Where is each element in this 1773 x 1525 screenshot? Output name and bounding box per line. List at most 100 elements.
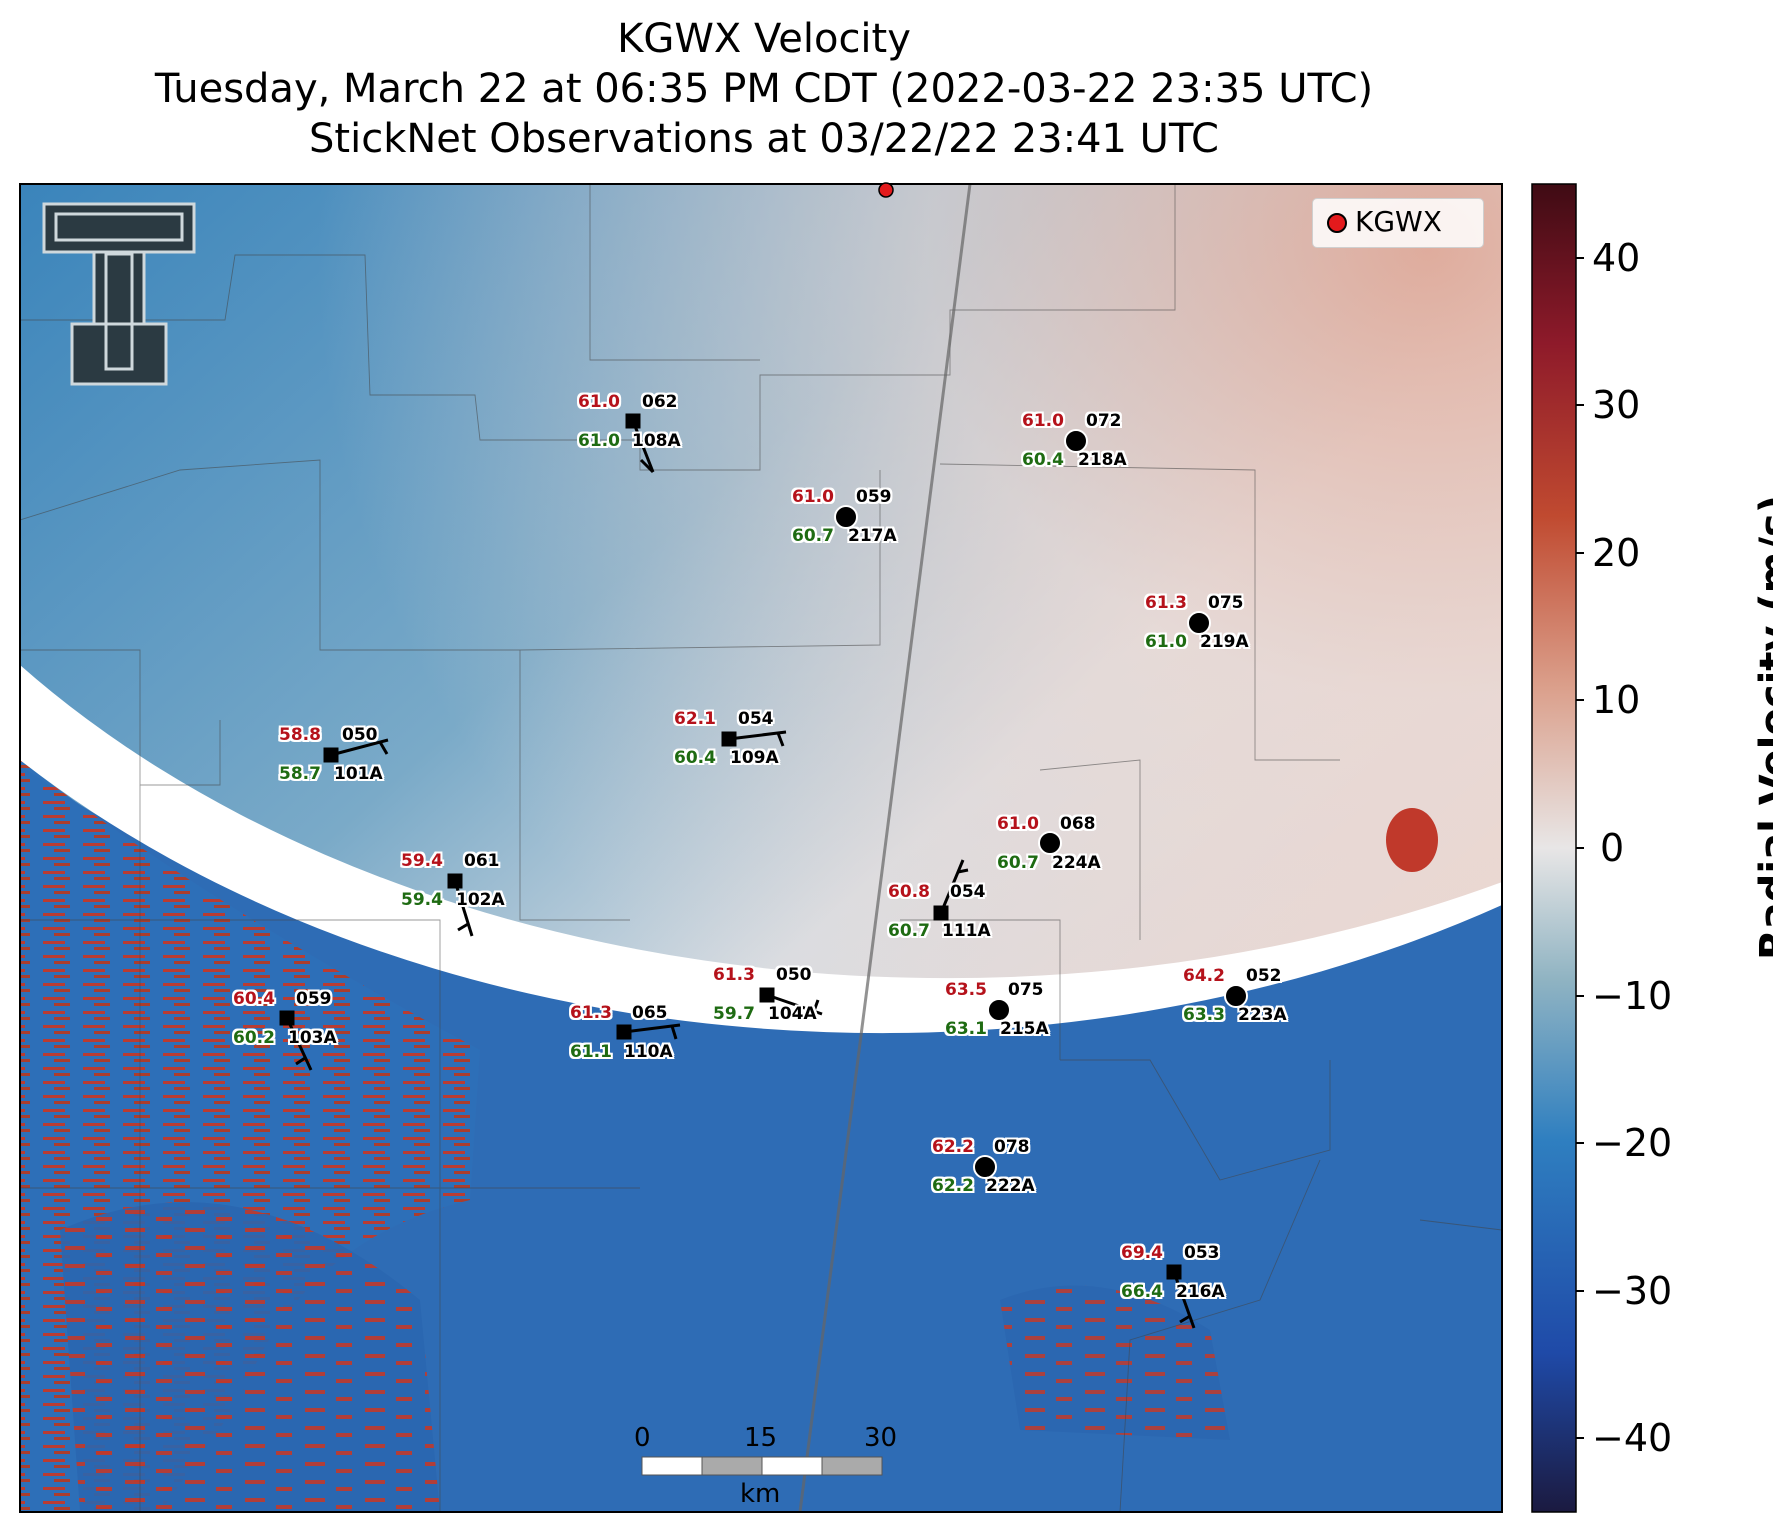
- station-101A-top-value: 58.8: [279, 725, 321, 745]
- station-111A-id: 111A: [942, 921, 991, 941]
- legend: KGWX: [1312, 198, 1484, 248]
- station-222A-direction: 078: [994, 1137, 1030, 1157]
- station-222A-id: 222A: [986, 1176, 1035, 1196]
- station-224A-top-value: 61.0: [997, 814, 1039, 834]
- station-217A-direction: 059: [856, 487, 892, 507]
- scalebar-unit: km: [740, 1479, 781, 1509]
- station-219A-direction: 075: [1208, 593, 1244, 613]
- station-224A-id: 224A: [1052, 853, 1101, 873]
- station-102A-top-value: 59.4: [401, 851, 443, 871]
- station-223A-top-value: 64.2: [1183, 966, 1225, 986]
- station-224A-bottom-value: 60.7: [997, 853, 1039, 873]
- station-101A-direction: 050: [342, 725, 378, 745]
- station-215A-bottom-value: 63.1: [945, 1019, 987, 1039]
- station-111A-direction: 054: [950, 882, 986, 902]
- station-109A-bottom-value: 60.4: [674, 748, 716, 768]
- station-217A-id: 217A: [848, 526, 897, 546]
- station-215A-id: 215A: [1000, 1019, 1049, 1039]
- colorbar-tick-label: −10: [1592, 974, 1673, 1018]
- colorbar-tick-label: −30: [1592, 1269, 1673, 1313]
- station-219A-bottom-value: 61.0: [1145, 632, 1187, 652]
- map-frame: [19, 183, 1503, 1513]
- station-109A-id: 109A: [730, 748, 779, 768]
- chart-subtitle-observations: StickNet Observations at 03/22/22 23:41 …: [309, 116, 1219, 162]
- scalebar-tick-label: 0: [634, 1423, 651, 1453]
- station-103A-direction: 059: [296, 989, 332, 1009]
- colorbar-ticks: [1576, 257, 1584, 1439]
- station-223A-direction: 052: [1246, 966, 1282, 986]
- colorbar-tick-label: 40: [1592, 236, 1641, 280]
- station-215A-top-value: 63.5: [945, 980, 987, 1000]
- chart-title: KGWX Velocity: [617, 16, 911, 62]
- station-markers: [279, 413, 1248, 1329]
- station-102A-bottom-value: 59.4: [401, 890, 443, 910]
- station-222A-bottom-value: 62.2: [932, 1176, 974, 1196]
- station-102A-id: 102A: [456, 890, 505, 910]
- station-103A-id: 103A: [288, 1028, 337, 1048]
- station-108A-bottom-value: 61.0: [578, 431, 620, 451]
- station-217A-top-value: 61.0: [792, 487, 834, 507]
- colorbar-tick-label: 0: [1600, 826, 1625, 870]
- station-104A-direction: 050: [776, 965, 812, 985]
- station-110A-id: 110A: [624, 1042, 673, 1062]
- colorbar-tick-label: 30: [1592, 383, 1641, 427]
- station-102A-direction: 061: [464, 851, 500, 871]
- station-109A-direction: 054: [738, 709, 774, 729]
- colorbar-label: Radial Velocity (m/s): [1752, 494, 1773, 960]
- map-area: [20, 184, 1502, 1512]
- station-215A-direction: 075: [1008, 980, 1044, 1000]
- station-216A-bottom-value: 66.4: [1121, 1282, 1163, 1302]
- station-110A-bottom-value: 61.1: [570, 1042, 612, 1062]
- legend-label: KGWX: [1355, 205, 1442, 238]
- station-219A-id: 219A: [1200, 632, 1249, 652]
- inbound-red-region-southeast: [1000, 1285, 1230, 1440]
- station-marker-224A: [1038, 831, 1062, 855]
- station-103A-bottom-value: 60.2: [233, 1028, 275, 1048]
- station-216A-direction: 053: [1184, 1243, 1220, 1263]
- colorbar-tick-label: 10: [1592, 678, 1641, 722]
- station-218A-direction: 072: [1086, 411, 1122, 431]
- scalebar-tick-label: 15: [744, 1423, 778, 1453]
- station-217A-bottom-value: 60.7: [792, 526, 834, 546]
- station-111A-bottom-value: 60.7: [888, 921, 930, 941]
- station-marker-222A: [973, 1155, 997, 1179]
- station-218A-top-value: 61.0: [1022, 411, 1064, 431]
- station-marker-223A: [1224, 984, 1248, 1008]
- station-103A-top-value: 60.4: [233, 989, 275, 1009]
- colorbar-tick-label: 20: [1592, 531, 1641, 575]
- station-111A-top-value: 60.8: [888, 882, 930, 902]
- colorbar-tick-label: −20: [1592, 1121, 1673, 1165]
- colorbar-tick-label: −40: [1592, 1416, 1673, 1460]
- station-224A-direction: 068: [1060, 814, 1096, 834]
- station-marker-217A: [834, 505, 858, 529]
- scale-bar: [641, 1456, 883, 1476]
- station-219A-top-value: 61.3: [1145, 593, 1187, 613]
- station-104A-id: 104A: [768, 1004, 817, 1024]
- colorbar: [1531, 183, 1577, 1513]
- station-108A-top-value: 61.0: [578, 392, 620, 412]
- station-110A-top-value: 61.3: [570, 1003, 612, 1023]
- range-ring-gap: [20, 665, 1502, 1034]
- station-223A-bottom-value: 63.3: [1183, 1005, 1225, 1025]
- station-marker-215A: [987, 998, 1011, 1022]
- inbound-red-region-southwest: [60, 1202, 440, 1512]
- chart-subtitle-time: Tuesday, March 22 at 06:35 PM CDT (2022-…: [154, 66, 1374, 112]
- highway-line: [798, 184, 972, 1512]
- station-108A-id: 108A: [632, 431, 681, 451]
- station-218A-id: 218A: [1078, 450, 1127, 470]
- scalebar-tick-label: 30: [864, 1423, 898, 1453]
- texas-tech-logo: [42, 202, 196, 386]
- station-108A-direction: 062: [642, 392, 678, 412]
- station-109A-top-value: 62.1: [674, 709, 716, 729]
- station-216A-top-value: 69.4: [1121, 1243, 1163, 1263]
- station-218A-bottom-value: 60.4: [1022, 450, 1064, 470]
- velocity-couplet: [1386, 808, 1438, 872]
- station-216A-id: 216A: [1176, 1282, 1225, 1302]
- station-110A-direction: 065: [632, 1003, 668, 1023]
- station-marker-218A: [1064, 429, 1088, 453]
- station-223A-id: 223A: [1238, 1005, 1287, 1025]
- station-104A-top-value: 61.3: [713, 965, 755, 985]
- station-104A-bottom-value: 59.7: [713, 1004, 755, 1024]
- station-101A-id: 101A: [334, 764, 383, 784]
